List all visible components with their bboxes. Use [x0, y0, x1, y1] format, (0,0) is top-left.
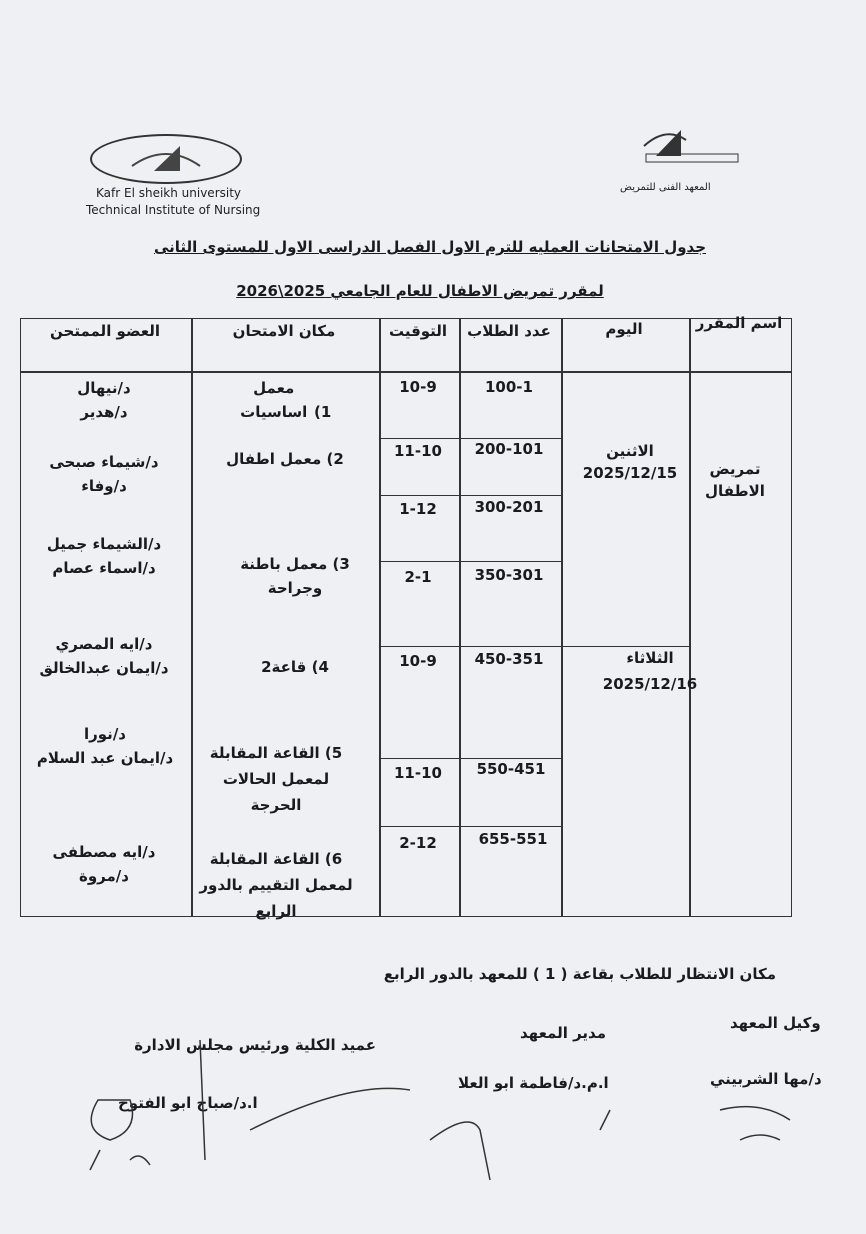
- place-3: 3) معمل باطنة وجراحة: [240, 555, 350, 597]
- waiting-note: مكان الانتظار للطلاب بقاعة ( 1 ) للمعهد …: [383, 965, 776, 983]
- place-6: 6) القاعة المقابلة لمعمل التقييم بالدور …: [199, 850, 353, 920]
- examiner-group-3: د/الشيماء جميل د/اسماء عصام: [46, 535, 162, 577]
- time-7: 2-12: [399, 834, 437, 852]
- students-4: 350-301: [474, 566, 544, 584]
- title-line-2: لمقرر تمريض الاطفال للعام الجامعي 2025\2…: [236, 282, 604, 300]
- day-name: الاثنين: [606, 442, 654, 460]
- header-day: اليوم: [605, 320, 643, 338]
- day-1: الاثنين 2025/12/15: [560, 440, 700, 484]
- header-students: عدد الطلاب: [467, 322, 551, 340]
- students-6: 550-451: [476, 760, 546, 778]
- time-5: 10-9: [399, 652, 437, 670]
- signatory-role-dean: عميد الكلية ورئيس مجلس الادارة: [134, 1036, 376, 1054]
- day-name: الثلاثاء: [626, 649, 674, 667]
- place-2: 2) معمل اطفال: [226, 450, 344, 468]
- header-time: التوقيت: [388, 322, 448, 340]
- students-2: 200-101: [474, 440, 544, 458]
- students-1: 100-1: [485, 378, 533, 396]
- students-3: 300-201: [474, 498, 544, 516]
- header-place: مكان الامتحان: [232, 322, 336, 340]
- place-4: 4) قاعة2: [261, 658, 329, 676]
- time-6: 11-10: [394, 764, 442, 782]
- signatory-role-vice-dean: وكيل المعهد: [730, 1014, 821, 1032]
- examiner-group-1: د/نيهال د/هدير: [77, 379, 131, 421]
- day-date: 2025/12/16: [602, 675, 698, 693]
- time-2: 11-10: [394, 442, 442, 460]
- signatory-role-director: مدير المعهد: [520, 1024, 607, 1042]
- institute-logo: [636, 126, 740, 166]
- time-3: 1-12: [399, 500, 437, 518]
- title-line-1: جدول الامتحانات العمليه للترم الاول الفص…: [153, 238, 707, 256]
- header-examiner: العضو الممتحن: [50, 322, 160, 340]
- course-name: تمريض الاطفال: [705, 460, 765, 500]
- signatory-name-director: ا.م.د/فاطمة ابو العلا: [458, 1074, 609, 1092]
- university-name-en: Kafr El sheikh university: [96, 186, 242, 200]
- place-5: 5) القاعة المقابلة لمعمل الحالات الحرجة: [209, 744, 343, 814]
- examiner-group-5: د/نورا د/ايمان عبد السلام: [36, 725, 174, 767]
- examiner-group-6: د/ايه مصطفى د/مروة: [52, 843, 156, 885]
- institute-name-ar: المعهد الفنى للتمريض: [620, 182, 711, 193]
- examiner-group-2: د/شيماء صبحى د/وفاء: [49, 453, 159, 495]
- students-7: 655-551: [478, 830, 548, 848]
- signatory-name-dean: ا.د/صباح ابو الفتوح: [118, 1094, 258, 1112]
- day-date: 2025/12/15: [582, 464, 678, 482]
- exam-schedule-table: [20, 318, 792, 917]
- students-5: 450-351: [474, 650, 544, 668]
- day-2: الثلاثاء 2025/12/16: [580, 645, 720, 697]
- time-4: 2-1: [404, 568, 432, 586]
- time-1: 10-9: [399, 378, 437, 396]
- header-course: اسم المقرر: [695, 314, 783, 332]
- place-1: 1) معمل اساسيات: [240, 379, 332, 421]
- sail-icon: [131, 146, 201, 171]
- institute-name-en: Technical Institute of Nursing: [86, 203, 261, 217]
- university-logo: [90, 134, 242, 184]
- sail-icon: [643, 130, 739, 163]
- examiner-group-4: د/ايه المصري د/ايمان عبدالخالق: [39, 635, 169, 677]
- handwritten-signatures: [89, 1039, 791, 1181]
- signatory-name-vice-dean: د/مها الشربيني: [710, 1070, 822, 1088]
